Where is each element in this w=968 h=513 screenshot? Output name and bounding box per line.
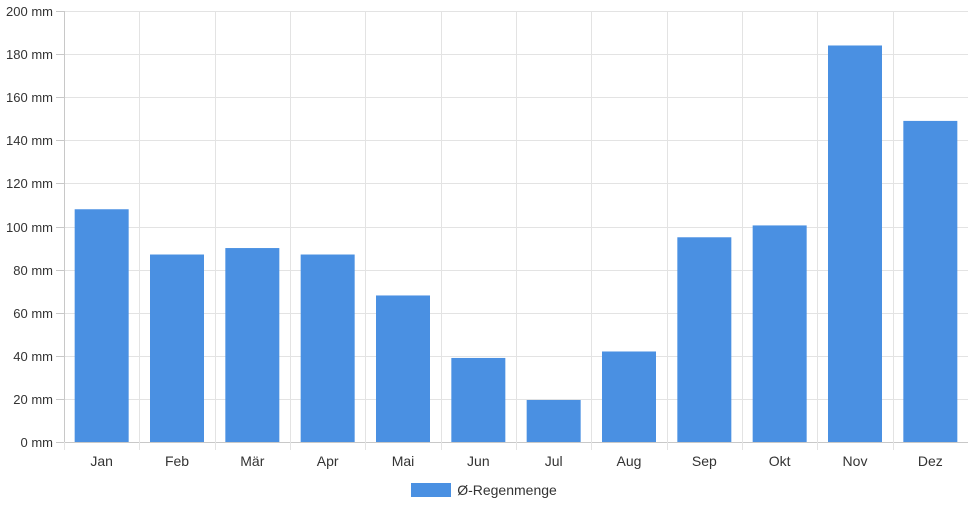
x-tick-label: Jun	[467, 453, 490, 469]
legend-label: Ø-Regenmenge	[457, 482, 557, 498]
bar-sep	[677, 237, 732, 442]
bar-mai	[376, 295, 430, 442]
x-tick-label: Mai	[392, 453, 415, 469]
y-tick-label: 160 mm	[6, 90, 53, 105]
bar-dez	[903, 120, 958, 442]
x-tick-label: Apr	[317, 453, 339, 469]
bar-nov	[828, 45, 882, 442]
x-tick-label: Mär	[240, 453, 264, 469]
x-tick-label: Okt	[769, 453, 791, 469]
x-tick-label: Jan	[90, 453, 113, 469]
y-tick-label: 60 mm	[13, 306, 53, 321]
legend[interactable]: Ø-Regenmenge	[0, 480, 968, 500]
y-tick-label: 100 mm	[6, 220, 53, 235]
x-tick-label: Nov	[843, 453, 868, 469]
y-tick-label: 40 mm	[13, 349, 53, 364]
x-tick-label: Jul	[545, 453, 563, 469]
y-tick-label: 180 mm	[6, 47, 53, 62]
bar-mär	[225, 248, 280, 442]
bar-aug	[602, 351, 656, 442]
x-tick-label: Aug	[617, 453, 642, 469]
x-tick-label: Feb	[165, 453, 189, 469]
bar-jun	[451, 357, 506, 442]
y-tick-label: 80 mm	[13, 263, 53, 278]
bar-jul	[526, 399, 581, 442]
y-tick-label: 0 mm	[21, 435, 54, 450]
x-tick-label: Sep	[692, 453, 717, 469]
bar-okt	[752, 225, 807, 442]
y-tick-label: 140 mm	[6, 133, 53, 148]
y-tick-label: 20 mm	[13, 392, 53, 407]
bar-jan	[74, 209, 129, 442]
legend-swatch	[411, 483, 452, 497]
bar-feb	[150, 254, 204, 442]
bar-apr	[300, 254, 355, 442]
y-tick-label: 120 mm	[6, 176, 53, 191]
x-tick-label: Dez	[918, 453, 943, 469]
y-tick-label: 200 mm	[6, 4, 53, 19]
